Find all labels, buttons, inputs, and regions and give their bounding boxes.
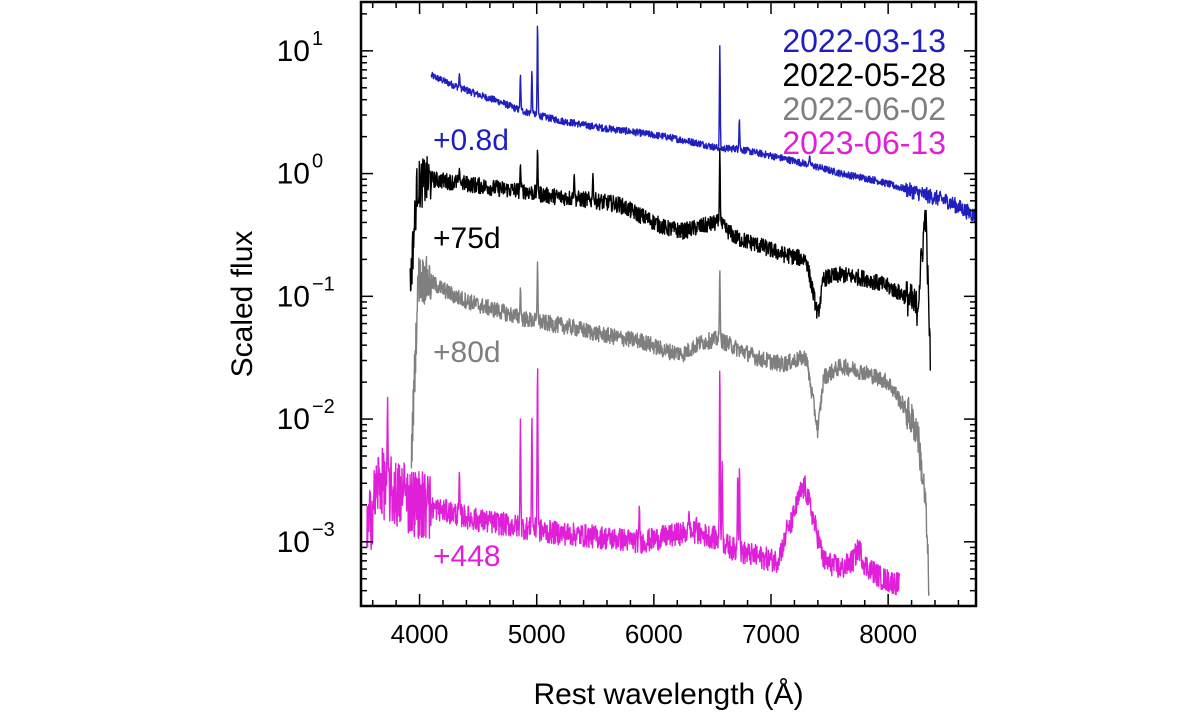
spectrum-line-2 [409,147,931,371]
y-tick-exponent: 0 [312,151,323,173]
y-tick-exponent: −1 [312,273,335,295]
spectrum-line-3 [410,255,930,596]
x-tick-label: 4000 [391,619,449,649]
x-tick-label: 6000 [625,619,683,649]
y-tick-label: 10 [277,526,310,559]
spectrum-annotations: +0.8d +75d +80d +448 [433,124,509,573]
y-tick-label: 10 [277,35,310,68]
x-tick-label: 8000 [859,619,917,649]
annotation-2: +75d [433,222,501,255]
y-tick-exponent: −2 [312,396,335,418]
y-tick-label: 10 [277,158,310,191]
y-tick-exponent: 1 [312,28,323,50]
annotation-1: +0.8d [433,124,509,157]
annotation-4: +448 [433,540,501,573]
y-tick-label: 10 [277,280,310,313]
x-tick-label: 7000 [742,619,800,649]
y-tick-label: 10 [277,403,310,436]
legend-entry-2: 2022-05-28 [782,57,946,93]
x-axis-label: Rest wavelength (Å) [533,678,803,711]
legend-entry-3: 2022-06-02 [782,91,946,127]
plot-frame [359,0,978,608]
spectrum-line-4 [366,368,900,596]
y-tick-exponent: −3 [312,519,335,541]
tick-layer [361,2,976,607]
series-layer [366,25,977,596]
y-axis-label: Scaled flux [226,231,259,378]
x-tick-label: 5000 [508,619,566,649]
legend-entry-4: 2023-06-13 [782,125,946,161]
annotation-3: +80d [433,336,501,369]
legend-entry-1: 2022-03-13 [782,23,946,59]
spectrum-line-1 [430,25,977,223]
